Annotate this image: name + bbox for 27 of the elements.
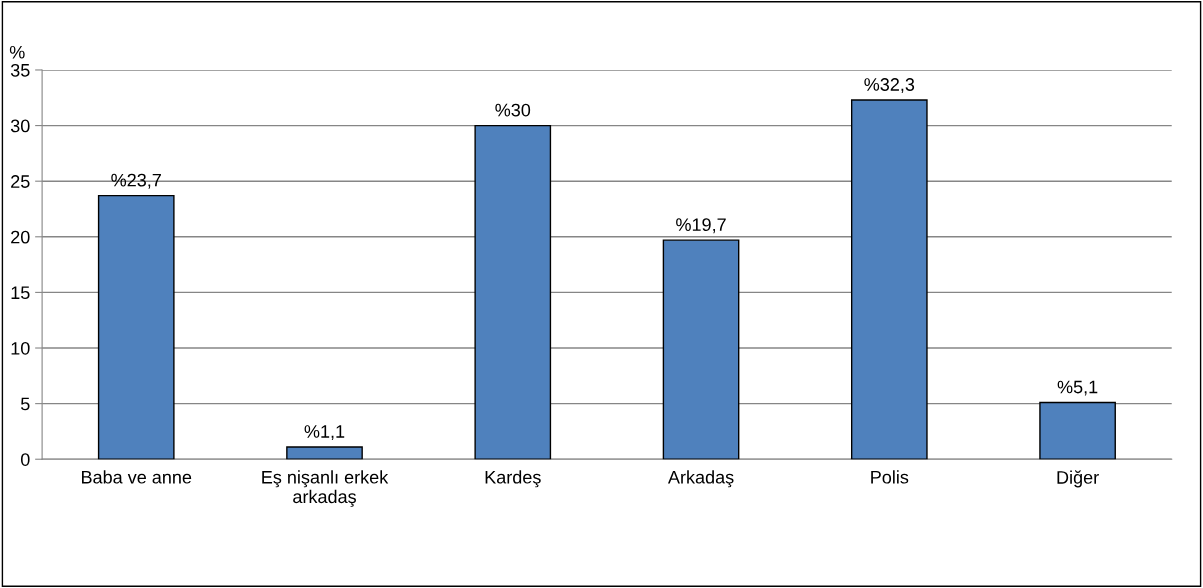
bar: [97, 194, 175, 460]
x-tick-label: Arkadaş: [667, 470, 734, 488]
bar: [1039, 401, 1116, 460]
y-tick-label: 30: [10, 119, 30, 133]
bar: [286, 446, 363, 460]
data-label: %30: [495, 103, 531, 117]
x-tick-label: Diğer: [1057, 470, 1099, 488]
data-label: %5,1: [1057, 380, 1098, 396]
bar: [662, 239, 740, 460]
y-tick-label: 20: [11, 230, 30, 244]
x-tick-label: Polis: [871, 470, 909, 484]
x-tick-label: Baba ve anne: [82, 470, 192, 484]
bar: [474, 124, 552, 460]
data-label: %23,7: [111, 173, 161, 189]
y-tick-label: 0: [20, 453, 30, 466]
y-axis-title: %: [9, 45, 25, 59]
x-tick-label: Kardeş: [485, 470, 541, 488]
data-label: %32,3: [864, 78, 915, 94]
y-tick-label: 15: [11, 286, 30, 300]
y-tick-label: 5: [20, 397, 30, 411]
y-tick-label: 35: [10, 63, 30, 77]
y-tick-label: 25: [11, 175, 30, 188]
bar: [850, 99, 928, 460]
data-label: %19,7: [676, 218, 726, 234]
data-label: %1,1: [304, 425, 345, 440]
x-tick-label: Eş nişanlı erkek arkadaş: [262, 470, 389, 507]
y-tick-label: 10: [11, 341, 30, 355]
